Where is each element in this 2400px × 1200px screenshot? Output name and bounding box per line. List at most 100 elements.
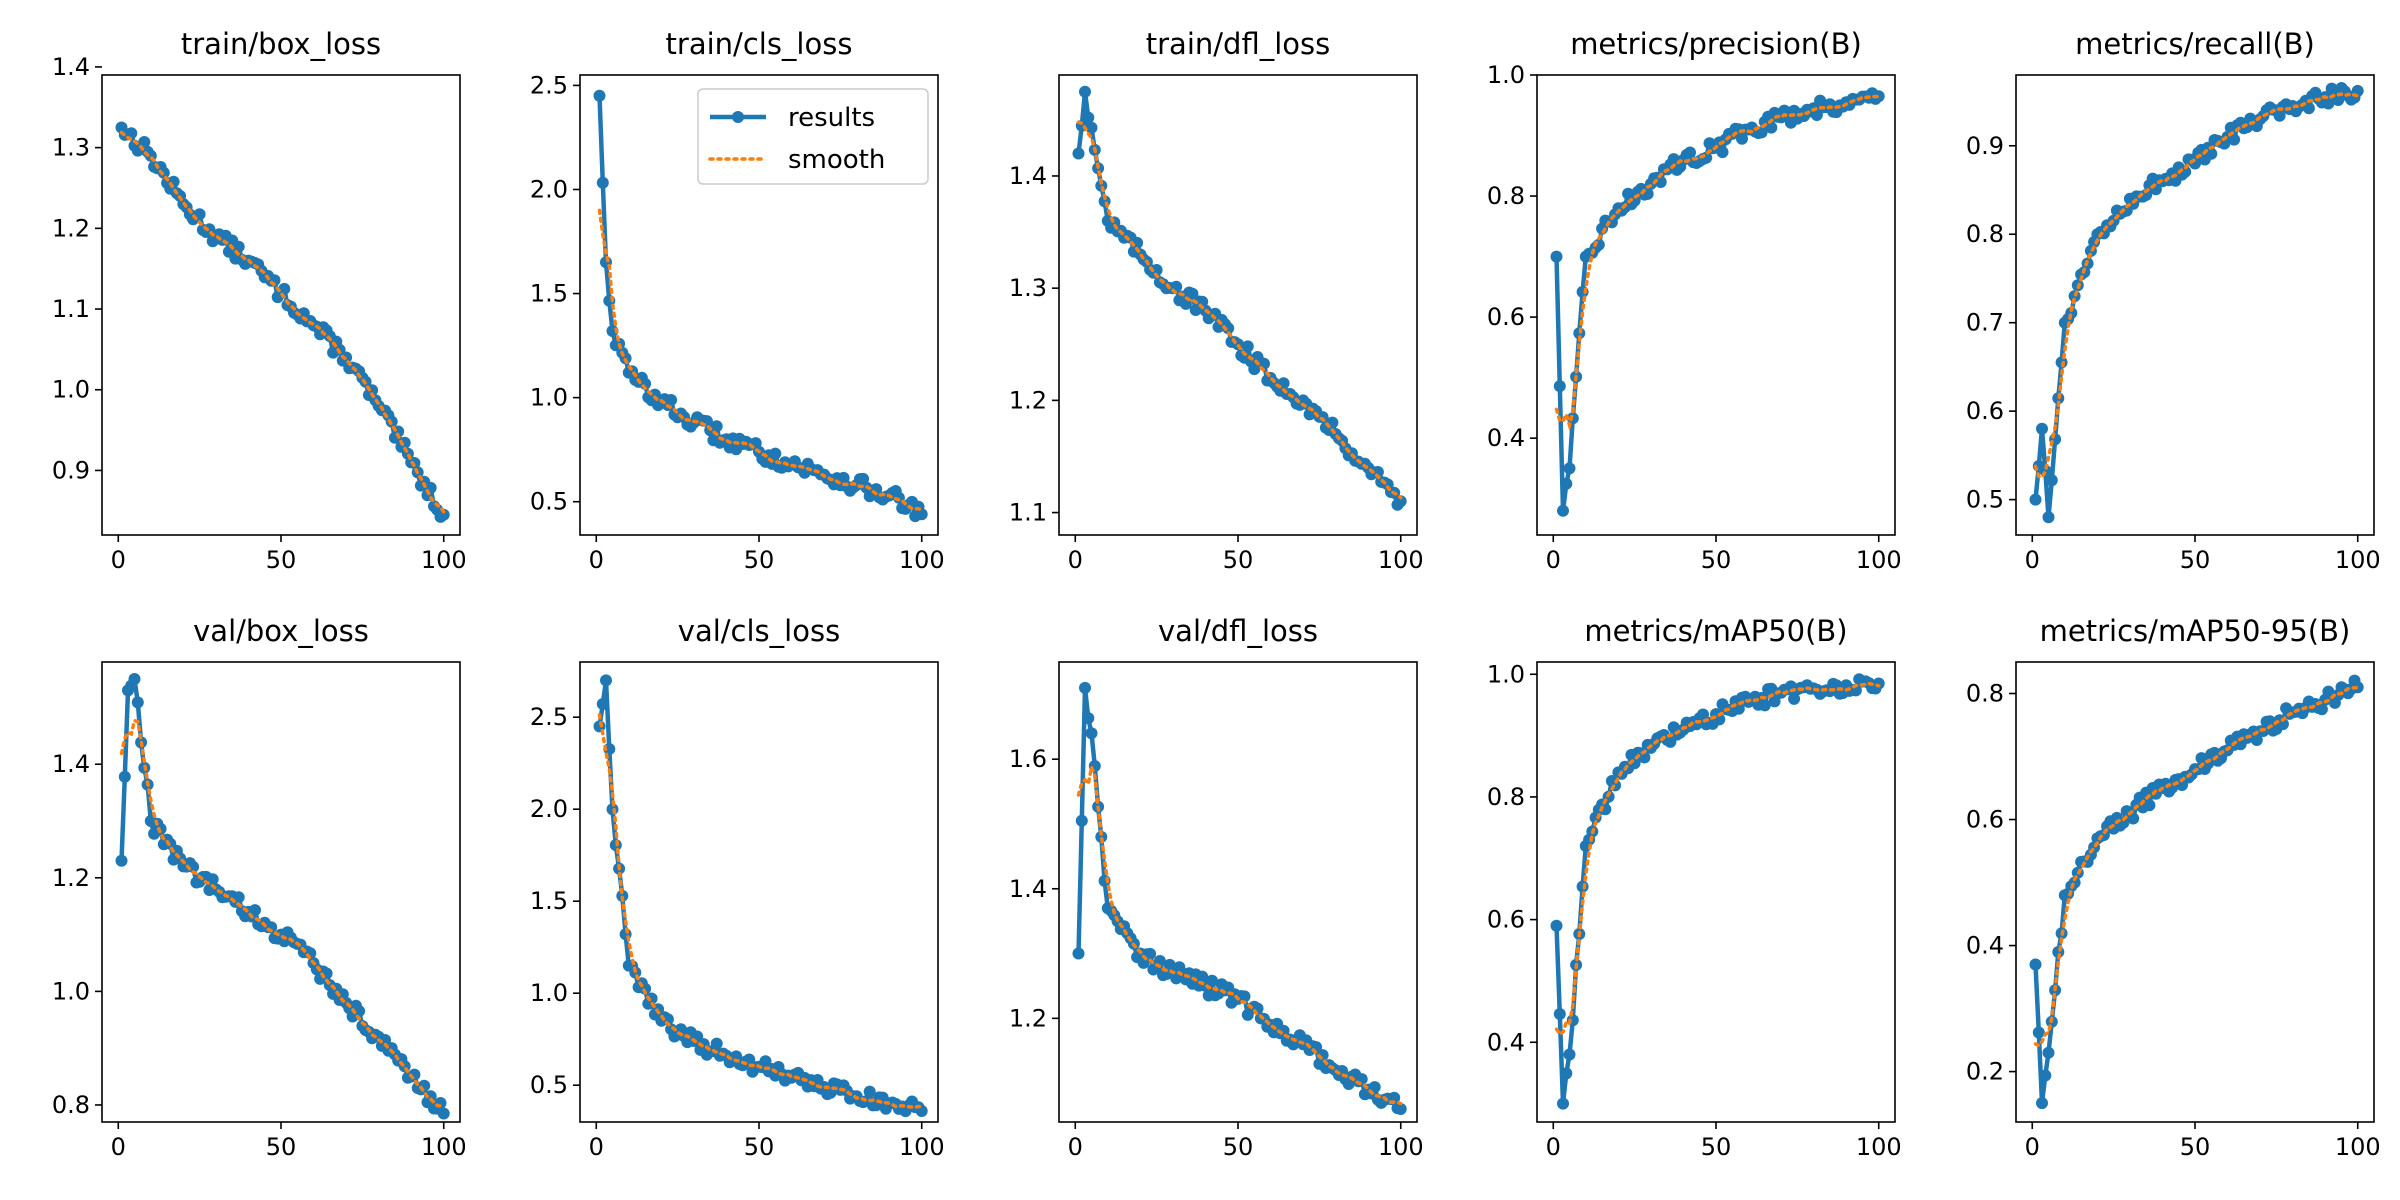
results-point <box>661 1013 674 1026</box>
smooth-line <box>597 208 924 512</box>
y-tick-label: 2.5 <box>530 703 568 731</box>
results-point <box>1557 1097 1569 1110</box>
results-point <box>2042 1046 2055 1059</box>
results-point <box>1563 1048 1576 1061</box>
y-tick-label: 1.2 <box>52 214 90 242</box>
x-tick-label: 0 <box>1546 546 1561 574</box>
results-point <box>232 240 245 253</box>
y-tick-label: 0.8 <box>1966 680 2004 708</box>
x-tick-label: 0 <box>2025 1133 2040 1161</box>
results-point <box>1765 121 1778 134</box>
y-tick-label: 1.5 <box>530 280 568 308</box>
results-point <box>398 436 411 449</box>
x-tick-label: 50 <box>744 546 775 574</box>
panel-title: metrics/mAP50-95(B) <box>2040 614 2351 648</box>
results-point <box>1788 692 1801 705</box>
results-point <box>1716 146 1729 159</box>
panel-title: train/cls_loss <box>666 27 853 61</box>
x-tick-label: 0 <box>1546 1133 1561 1161</box>
y-tick-label: 0.6 <box>1966 806 2004 834</box>
y-tick-label: 0.8 <box>1487 182 1525 210</box>
y-tick-label: 0.4 <box>1966 932 2004 960</box>
results-point <box>769 447 782 460</box>
results-point <box>1563 462 1576 475</box>
y-tick-label: 0.4 <box>1487 1028 1525 1056</box>
results-point <box>1222 322 1235 335</box>
results-point <box>1082 712 1095 725</box>
y-tick-label: 1.4 <box>52 750 90 778</box>
results-point <box>2302 102 2315 115</box>
results-point <box>665 394 678 406</box>
legend-results-label: results <box>788 103 875 133</box>
results-point <box>2127 812 2140 825</box>
results-point <box>437 1107 450 1120</box>
results-point <box>593 89 606 102</box>
x-tick-label: 50 <box>2180 546 2211 574</box>
results-point <box>2032 1026 2045 1039</box>
panel-val-box-loss: val/box_loss 0 50 100 0.8 1.0 1.2 1.4 <box>52 614 467 1161</box>
panel-title: train/box_loss <box>181 27 381 61</box>
panel-title: val/dfl_loss <box>1158 614 1318 648</box>
panel-val-dfl-loss: val/dfl_loss 0 50 100 1.2 1.4 1.6 <box>1009 614 1424 1161</box>
results-line <box>1076 89 1403 508</box>
results-point <box>1550 250 1563 263</box>
results-point <box>2036 422 2048 435</box>
results-point <box>232 891 245 904</box>
results-point <box>600 674 612 687</box>
results-point <box>596 698 609 710</box>
x-tick-label: 0 <box>1068 1133 1083 1161</box>
panel-metrics-map50-b: metrics/mAP50(B) 0 50 100 0.4 0.6 0.8 1.0 <box>1487 614 1902 1161</box>
smooth-line <box>1554 681 1881 1037</box>
panel-title: metrics/recall(B) <box>2075 27 2315 61</box>
y-tick-label: 0.5 <box>530 488 568 516</box>
results-point <box>249 904 261 917</box>
smooth-line <box>597 713 924 1109</box>
results-line <box>1554 676 1881 1106</box>
y-tick-label: 0.5 <box>530 1071 568 1099</box>
y-tick-label: 1.5 <box>530 887 568 915</box>
results-point <box>863 1085 876 1098</box>
results-point <box>437 508 450 521</box>
results-point <box>353 1005 366 1018</box>
axes-frame <box>579 661 939 1123</box>
legend: results smooth <box>697 88 929 185</box>
x-tick-label: 100 <box>899 1133 945 1161</box>
results-point <box>2029 493 2042 506</box>
y-tick-label: 0.6 <box>1487 906 1525 934</box>
results-point <box>1758 699 1771 712</box>
axes-frame <box>1058 661 1418 1123</box>
panel-train-box-loss: train/box_loss 0 50 100 0.9 1.0 1.1 1.2 1.3 1.4 <box>52 27 467 574</box>
results-point <box>131 696 144 709</box>
results-point <box>1560 1067 1573 1080</box>
results-point <box>1206 974 1218 987</box>
results-line <box>597 678 924 1114</box>
panel-val-cls-loss: val/cls_loss 0 50 100 0.5 1.0 1.5 2.0 2.5 <box>530 614 945 1161</box>
results-point <box>1394 495 1407 508</box>
results-point <box>1371 466 1384 478</box>
panel-metrics-precision-b: metrics/precision(B) 0 50 100 0.4 0.6 0.8 1.0 <box>1487 27 1902 574</box>
results-point <box>1316 411 1329 424</box>
results-point <box>2332 94 2345 106</box>
x-tick-label: 100 <box>421 1133 467 1161</box>
results-point <box>1550 919 1563 932</box>
results-point <box>2036 1097 2048 1110</box>
y-tick-label: 1.2 <box>52 864 90 892</box>
results-point <box>118 770 131 783</box>
y-tick-label: 0.4 <box>1487 424 1525 452</box>
results-point <box>1576 880 1589 893</box>
y-tick-label: 1.1 <box>1009 499 1047 527</box>
results-point <box>1085 727 1098 740</box>
results-point <box>1684 146 1696 159</box>
y-tick-label: 1.0 <box>52 977 90 1005</box>
panel-train-cls-loss: train/cls_loss 0 50 100 0.5 1.0 1.5 2.0 2.5 resul… <box>530 27 945 574</box>
results-point <box>2228 133 2241 146</box>
results-point <box>710 1037 723 1050</box>
results-point <box>157 166 170 179</box>
y-tick-label: 1.0 <box>530 979 568 1007</box>
results-line <box>1076 685 1402 1112</box>
results-point <box>596 176 609 189</box>
smooth-line <box>119 718 446 1111</box>
results-point <box>128 673 141 685</box>
panel-metrics-recall-b: metrics/recall(B) 0 50 100 0.5 0.6 0.7 0.8 0.9 <box>1966 27 2381 574</box>
results-point <box>1368 1081 1381 1094</box>
